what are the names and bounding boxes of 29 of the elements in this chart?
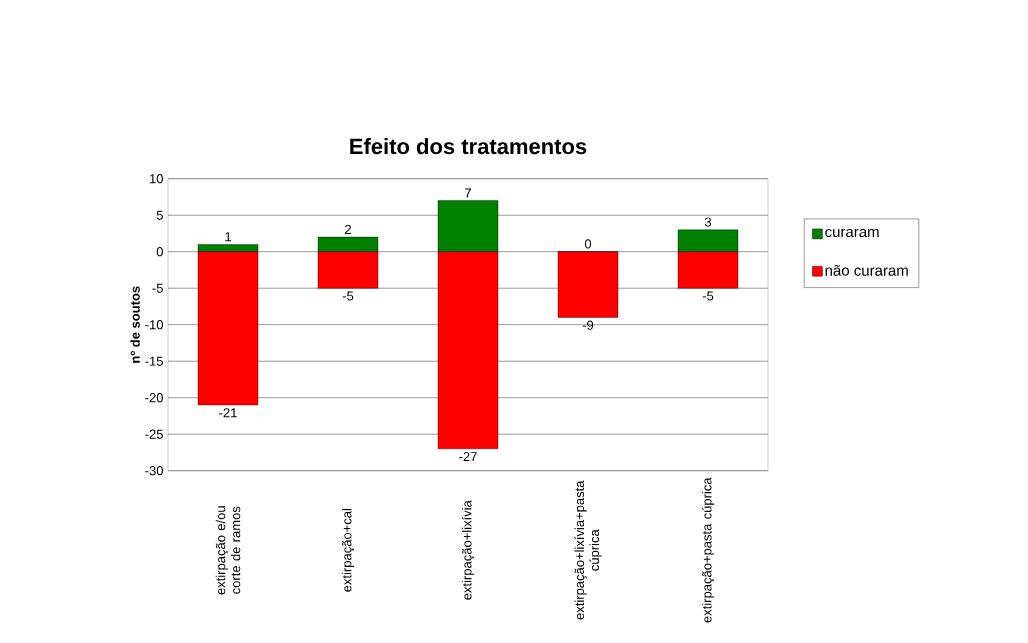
y-tick-label: 10 <box>150 174 163 184</box>
legend-label: não curaram <box>825 264 908 276</box>
x-tick-label: extirpação e/ou corte de ramos <box>215 506 241 595</box>
data-label: 7 <box>465 188 471 198</box>
data-label: 1 <box>225 232 231 242</box>
data-label: -9 <box>582 320 594 330</box>
x-tick-label: extirpação+cal <box>341 509 355 592</box>
bar <box>557 251 619 318</box>
data-label: 3 <box>704 217 712 227</box>
y-axis-title: nº de soutos <box>130 286 140 363</box>
data-label: -21 <box>219 408 237 418</box>
legend-label: curaram <box>825 228 879 238</box>
y-tick-label: -15 <box>145 356 163 366</box>
data-label: -27 <box>459 452 477 462</box>
y-tick-label: 5 <box>156 210 163 220</box>
data-label: 2 <box>345 224 351 234</box>
y-tick-label: -5 <box>152 283 163 293</box>
y-tick-label: -10 <box>145 320 163 330</box>
data-label: 0 <box>584 239 592 249</box>
y-tick-label: -30 <box>145 466 163 476</box>
y-tick-label: -25 <box>145 429 163 439</box>
chart-title: Efeito dos tratamentos <box>350 138 587 155</box>
x-tick-label: extirpação+lixívia+pasta cúprica <box>574 480 602 620</box>
x-tick-label: extirpação+pasta cúprica <box>701 477 715 623</box>
y-tick-label: 0 <box>156 247 163 257</box>
x-tick-label: extirpação+lixívia <box>461 500 475 600</box>
y-tick-label: -20 <box>145 393 163 403</box>
data-label: -5 <box>342 291 354 301</box>
data-label: -5 <box>702 291 714 301</box>
